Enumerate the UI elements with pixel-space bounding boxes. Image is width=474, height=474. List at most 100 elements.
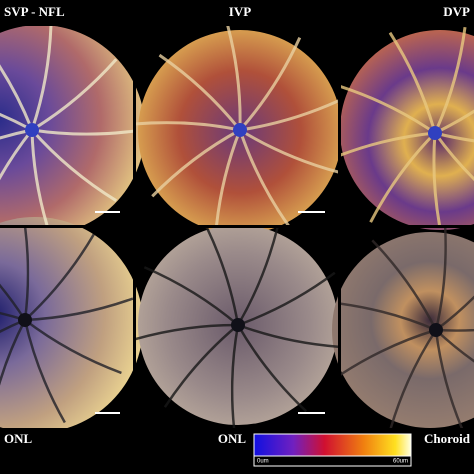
vessel (238, 325, 346, 347)
vessel-clip (0, 130, 32, 168)
vessel-clip (0, 35, 32, 130)
vessel (240, 130, 341, 173)
vessel (435, 133, 474, 212)
label-band (0, 0, 474, 26)
panel-label: ONL (4, 431, 33, 446)
vessel (0, 320, 25, 424)
vessel-clip (0, 130, 32, 225)
vessel (336, 85, 435, 133)
vessel-clip (336, 85, 435, 133)
vessel-clip (32, 130, 142, 134)
scale-bars (95, 211, 325, 414)
vessel-clip (436, 220, 446, 330)
vessel (32, 130, 116, 201)
vessel-clip (240, 38, 300, 130)
vessel (0, 92, 32, 130)
panel-label: IVP (229, 4, 251, 19)
vessel-clip (203, 221, 238, 325)
vessel-clip (25, 299, 133, 320)
vessel (152, 130, 240, 196)
vessel (436, 320, 474, 331)
vessel-clip (0, 320, 25, 424)
vessel (25, 299, 133, 320)
colorbar-axis (253, 455, 412, 467)
vessel-clip (435, 133, 474, 212)
vessel-clip (130, 123, 240, 130)
vessel-clip (25, 234, 94, 320)
optic-disc (231, 318, 245, 332)
vessel (330, 302, 436, 330)
panel-label: SVP - NFL (4, 4, 65, 19)
vessel-clip (435, 27, 465, 133)
vessel-clip (390, 330, 436, 430)
vessel-clip (435, 133, 474, 145)
vessel-clip (238, 273, 335, 325)
vessel (129, 325, 238, 341)
vessel-clip (238, 325, 346, 347)
vessel (436, 220, 446, 330)
retina-image (332, 232, 474, 428)
vessel (240, 130, 290, 228)
vessel-clip (238, 223, 279, 325)
vessel (436, 252, 474, 330)
vessel-clip (0, 320, 25, 377)
vessel (238, 325, 306, 411)
vessel-clip (435, 71, 474, 133)
image-panels (0, 25, 474, 433)
vessel (435, 71, 474, 133)
vessel (130, 123, 240, 130)
vessel-clip (23, 210, 28, 320)
vessel (328, 133, 435, 160)
vessel (159, 55, 240, 130)
vessel (240, 38, 300, 130)
vessel (436, 330, 465, 436)
vessel-clip (240, 130, 341, 173)
vessel-clip (436, 330, 465, 436)
vessel (390, 330, 436, 430)
vessel-clip (232, 325, 238, 435)
vessel-clip (238, 325, 306, 411)
optic-disc (18, 313, 32, 327)
vessel-clip (371, 133, 435, 222)
vessel (32, 130, 51, 238)
vessel (144, 267, 238, 325)
optic-disc (233, 123, 247, 137)
colorbar (253, 433, 412, 457)
vessel-clip (32, 22, 51, 130)
vessel (25, 320, 65, 423)
panel-label: ONL (218, 431, 247, 446)
vessel-clip (337, 330, 436, 377)
colorbar-min-label: 0um (257, 459, 269, 465)
vessel (238, 273, 335, 325)
retina-image (0, 25, 145, 235)
vessel-clip (436, 330, 474, 392)
vessel-clip (32, 130, 116, 201)
vessel (32, 130, 142, 134)
panel-label: Choroid (424, 431, 471, 446)
vessel-clip (215, 130, 240, 237)
vessel (0, 35, 32, 130)
optic-disc (428, 126, 442, 140)
vessel (226, 21, 240, 130)
vessel (165, 325, 238, 407)
vessel (32, 22, 51, 130)
vessel (0, 130, 32, 225)
vessel-clip (32, 130, 51, 238)
vessel-clip (152, 130, 240, 196)
vessel (435, 27, 465, 133)
vessel (25, 234, 94, 320)
retina-image (340, 30, 474, 230)
vessel-clip (129, 325, 238, 341)
vessel (435, 133, 474, 145)
vessel-clip (434, 133, 443, 243)
vessel (232, 325, 238, 435)
vessel (390, 33, 435, 133)
vessel-clip (165, 325, 238, 407)
vessel (0, 320, 25, 377)
vessel (434, 133, 443, 243)
vessel (240, 98, 345, 130)
vessel-clip (330, 302, 436, 330)
